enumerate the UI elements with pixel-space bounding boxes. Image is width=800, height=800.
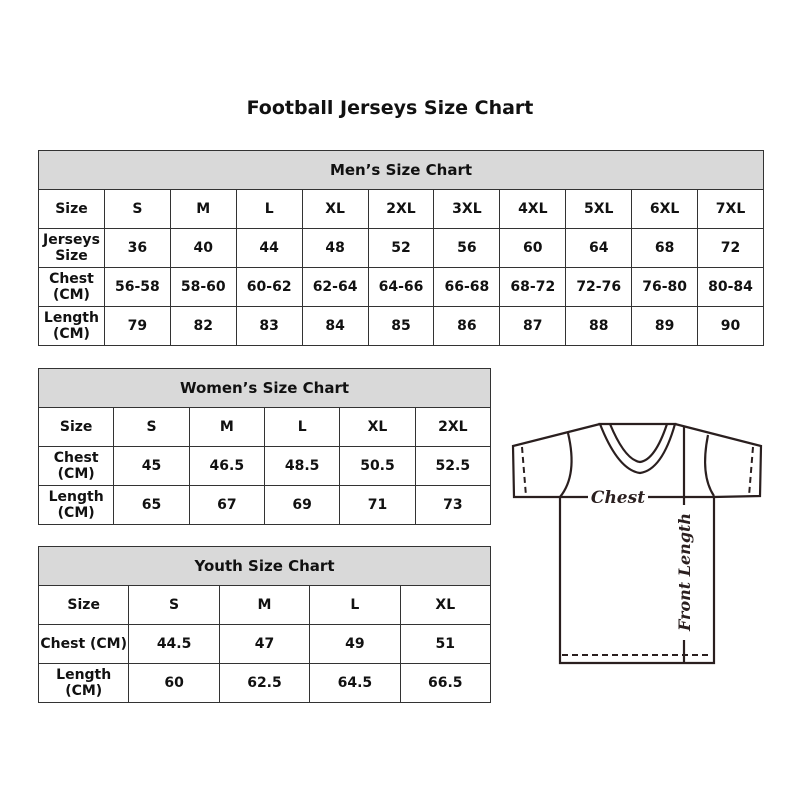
table-row: Size S M L XL	[37, 585, 492, 625]
table-cell: XL	[339, 407, 416, 447]
table-cell: 48	[301, 228, 369, 268]
table-cell: 84	[301, 306, 369, 346]
womens-table-title: Women’s Size Chart	[38, 368, 491, 408]
table-cell: 47	[218, 624, 311, 664]
table-row: Length (CM) 79 82 83 84 85 86 87 88 89 90	[38, 306, 764, 346]
table-cell: M	[218, 585, 311, 625]
table-cell: XL	[301, 189, 369, 229]
table-cell: XL	[399, 585, 492, 625]
table-cell: 76-80	[631, 267, 699, 307]
table-row: Jerseys Size 36 40 44 48 52 56 60 64 68 72	[38, 228, 764, 268]
table-cell: 58-60	[169, 267, 237, 307]
row-label: Jerseys Size	[38, 228, 105, 268]
table-cell: 56	[433, 228, 501, 268]
mens-table-title: Men’s Size Chart	[38, 150, 764, 190]
table-cell: 87	[499, 306, 567, 346]
table-cell: 44.5	[128, 624, 220, 664]
table-cell: S	[103, 189, 171, 229]
table-cell: L	[309, 585, 401, 625]
youth-table-title: Youth Size Chart	[38, 546, 491, 586]
table-row: Length (CM) 65 67 69 71 73	[37, 485, 492, 525]
table-cell: 40	[169, 228, 237, 268]
table-cell: 86	[433, 306, 501, 346]
table-cell: 4XL	[499, 189, 567, 229]
row-label: Length (CM)	[37, 485, 115, 525]
row-label: Size	[37, 407, 115, 447]
table-cell: 64-66	[367, 267, 435, 307]
table-cell: 60	[128, 663, 220, 703]
table-cell: 85	[367, 306, 435, 346]
table-cell: 68	[631, 228, 699, 268]
row-label: Length (CM)	[37, 663, 130, 703]
table-cell: 52	[367, 228, 435, 268]
table-cell: 82	[169, 306, 237, 346]
front-length-label: Front Length	[675, 513, 694, 632]
table-row: Size S M L XL 2XL 3XL 4XL 5XL 6XL 7XL	[38, 189, 764, 229]
table-cell: 3XL	[433, 189, 501, 229]
table-cell: 64	[565, 228, 633, 268]
table-cell: 62.5	[218, 663, 311, 703]
mens-size-table: Men’s Size Chart Size S M L XL 2XL 3XL 4XL 5XL 6X…	[38, 150, 764, 346]
table-cell: 46.5	[188, 446, 265, 486]
table-cell: 51	[399, 624, 492, 664]
table-cell: L	[263, 407, 341, 447]
table-cell: 90	[697, 306, 764, 346]
table-cell: 71	[339, 485, 416, 525]
table-cell: 79	[103, 306, 171, 346]
table-row: Length (CM) 60 62.5 64.5 66.5	[37, 663, 492, 703]
table-cell: 49	[309, 624, 401, 664]
table-cell: 83	[235, 306, 303, 346]
table-cell: 80-84	[697, 267, 764, 307]
table-cell: 66.5	[399, 663, 492, 703]
table-cell: 72-76	[565, 267, 633, 307]
table-cell: 89	[631, 306, 699, 346]
womens-size-table: Women’s Size Chart Size S M L XL 2XL Chest (CM…	[37, 368, 492, 525]
row-label: Size	[38, 189, 105, 229]
table-row: Chest (CM) 56-58 58-60 60-62 62-64 64-66 66-68…	[38, 267, 764, 307]
table-cell: 72	[697, 228, 764, 268]
table-cell: 88	[565, 306, 633, 346]
chest-label: Chest	[591, 488, 645, 508]
table-cell: 48.5	[263, 446, 341, 486]
table-cell: 68-72	[499, 267, 567, 307]
table-cell: 2XL	[414, 407, 492, 447]
row-label: Chest (CM)	[37, 624, 130, 664]
row-label: Chest (CM)	[38, 267, 105, 307]
table-cell: 45	[113, 446, 190, 486]
table-cell: M	[188, 407, 265, 447]
table-cell: 36	[103, 228, 171, 268]
table-cell: S	[128, 585, 220, 625]
table-cell: 6XL	[631, 189, 699, 229]
row-label: Size	[37, 585, 130, 625]
table-cell: 2XL	[367, 189, 435, 229]
table-cell: 50.5	[339, 446, 416, 486]
table-cell: 62-64	[301, 267, 369, 307]
table-cell: 56-58	[103, 267, 171, 307]
table-row: Chest (CM) 45 46.5 48.5 50.5 52.5	[37, 446, 492, 486]
table-cell: 60-62	[235, 267, 303, 307]
table-cell: 60	[499, 228, 567, 268]
jersey-diagram: Chest Front Length	[511, 422, 763, 665]
row-label: Length (CM)	[38, 306, 105, 346]
table-cell: 73	[414, 485, 492, 525]
page-title: Football Jerseys Size Chart	[246, 97, 534, 119]
table-cell: L	[235, 189, 303, 229]
table-cell: 44	[235, 228, 303, 268]
table-cell: 64.5	[309, 663, 401, 703]
table-cell: 66-68	[433, 267, 501, 307]
table-cell: 65	[113, 485, 190, 525]
youth-size-table: Youth Size Chart Size S M L XL Chest (CM) 44.5…	[37, 546, 492, 703]
table-cell: 69	[263, 485, 341, 525]
table-cell: 5XL	[565, 189, 633, 229]
table-cell: M	[169, 189, 237, 229]
table-cell: 52.5	[414, 446, 492, 486]
table-row: Chest (CM) 44.5 47 49 51	[37, 624, 492, 664]
table-cell: 7XL	[697, 189, 764, 229]
table-cell: S	[113, 407, 190, 447]
table-row: Size S M L XL 2XL	[37, 407, 492, 447]
row-label: Chest (CM)	[37, 446, 115, 486]
table-cell: 67	[188, 485, 265, 525]
